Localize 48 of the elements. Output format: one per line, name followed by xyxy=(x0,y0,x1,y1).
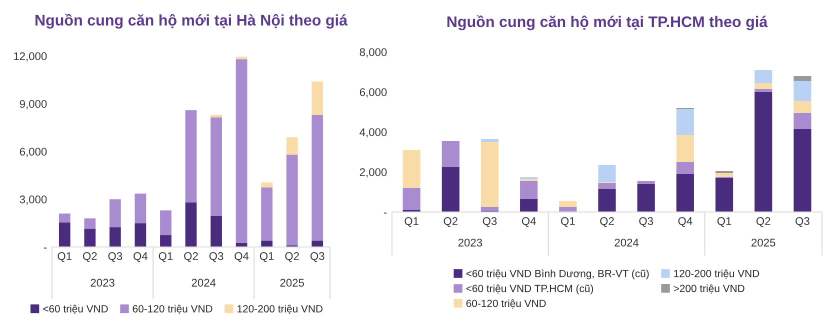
x-tick-label: Q4 xyxy=(234,252,249,262)
text: 2025 xyxy=(280,278,304,287)
legend-label: 60-120 triệu VND xyxy=(132,304,212,314)
legend-label: <60 triệu VND TP.HCM (cũ) xyxy=(466,284,594,294)
y-tick-label: 3,000 xyxy=(20,196,47,205)
x-tick-label: Q4 xyxy=(134,252,148,262)
y-tick-label: 6,000 xyxy=(20,148,47,157)
legend-label: >200 triệu VND xyxy=(674,284,744,294)
x-tick-label: Q1 xyxy=(260,252,274,262)
chart-title: Nguồn cung căn hộ mới tại TP.HCM theo giá xyxy=(447,15,768,30)
x-tick-label: Q2 xyxy=(444,217,458,228)
x-tick-label: Q4 xyxy=(522,217,536,228)
text: 2025 xyxy=(752,238,776,247)
x-tick-label: Q3 xyxy=(108,252,122,262)
text: 2024 xyxy=(192,278,216,287)
y-tick-label: - xyxy=(44,248,47,249)
x-tick-label: Q2 xyxy=(600,217,614,228)
x-tick-label: Q3 xyxy=(796,217,810,228)
x-tick-label: Q3 xyxy=(639,217,654,228)
legend-label: <60 triệu VND Bình Dương, BR-VT (cũ) xyxy=(466,269,649,280)
text: 2023 xyxy=(90,278,114,287)
y-tick-label: 2,000 xyxy=(360,168,387,178)
x-tick-label: Q2 xyxy=(285,252,299,262)
x-tick-label: Q1 xyxy=(158,252,173,262)
x-tick-label: Q2 xyxy=(756,217,770,228)
y-tick-label: 4,000 xyxy=(360,128,387,138)
legend-label: 120-200 triệu VND xyxy=(674,270,760,279)
y-tick-label: 9,000 xyxy=(20,100,47,110)
x-tick-label: Q1 xyxy=(561,217,575,228)
legend-label: 120-200 triệu VND xyxy=(238,304,323,314)
x-tick-label: Q2 xyxy=(184,252,198,262)
x-tick-label: Q1 xyxy=(404,217,418,228)
y-tick-label: 8,000 xyxy=(360,48,387,58)
x-tick-label: Q3 xyxy=(310,252,324,262)
x-tick-label: Q2 xyxy=(83,252,97,262)
text: 2023 xyxy=(458,238,482,247)
y-tick-label: 12,000 xyxy=(14,52,47,62)
text: 2024 xyxy=(614,238,639,247)
x-tick-label: Q1 xyxy=(717,217,732,228)
y-tick-label: 6,000 xyxy=(360,88,387,98)
x-tick-label: Q1 xyxy=(58,252,72,262)
x-tick-label: Q3 xyxy=(209,252,224,262)
x-tick-label: Q3 xyxy=(482,217,497,228)
legend-label: <60 triệu VND xyxy=(43,304,108,314)
legend-label: 60-120 triệu VND xyxy=(466,299,546,309)
x-tick-label: Q4 xyxy=(678,217,692,228)
chart-title: Nguồn cung căn hộ mới tại Hà Nội theo giá xyxy=(36,14,348,29)
y-tick-label: - xyxy=(384,212,387,214)
